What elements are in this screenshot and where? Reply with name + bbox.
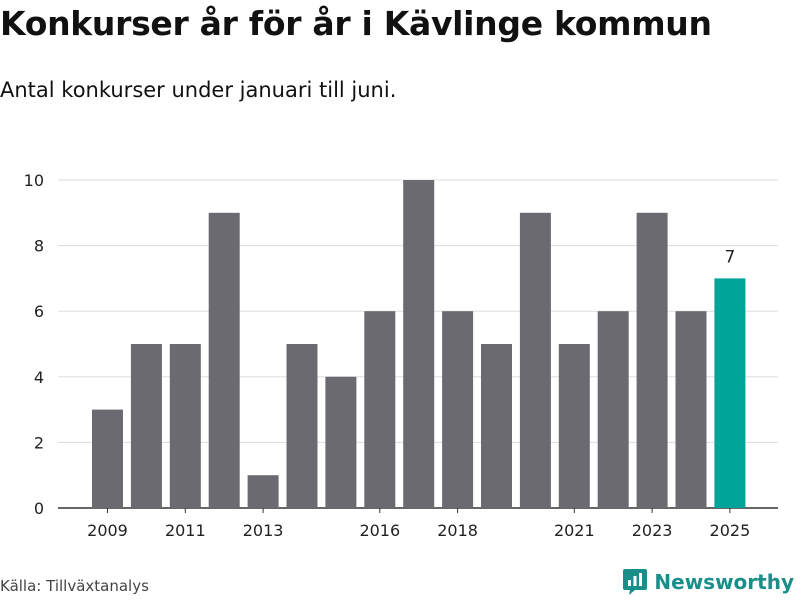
bar: [208, 212, 240, 509]
bar: [519, 212, 551, 509]
axis-labels: 0 2 4 6 8 10 2009 2011 2013 2016 2018 2021 2023 2025 7: [24, 171, 751, 540]
data-label: 7: [724, 247, 735, 267]
x-tick-label: 2025: [710, 521, 751, 540]
bar: [92, 409, 123, 508]
bar: [403, 180, 435, 508]
bar: [636, 212, 668, 509]
bar: [675, 311, 707, 508]
brand-name: Newsworthy: [654, 570, 794, 594]
bar: [558, 344, 590, 508]
y-tick-label: 10: [24, 171, 44, 190]
bar: [130, 344, 162, 508]
bar: [325, 376, 357, 508]
bar: [169, 344, 201, 508]
chart-title: Konkurser år för år i Kävlinge kommun: [0, 4, 712, 43]
y-tick-label: 8: [34, 237, 44, 256]
bar: [364, 311, 396, 508]
bar: [247, 475, 279, 508]
x-tick-label: 2018: [437, 521, 478, 540]
x-tick-label: 2011: [165, 521, 206, 540]
chart-subtitle: Antal konkurser under januari till juni.: [0, 78, 397, 102]
brand-logo: Newsworthy: [622, 568, 794, 596]
y-tick-label: 4: [34, 368, 44, 387]
bar: [481, 344, 512, 508]
x-tick-label: 2009: [87, 521, 128, 540]
bar: [597, 311, 629, 508]
bar-highlight: [714, 278, 746, 508]
y-tick-label: 0: [34, 499, 44, 518]
bar: [442, 311, 474, 508]
x-tick-label: 2021: [554, 521, 595, 540]
y-tick-label: 2: [34, 433, 44, 452]
x-tick-label: 2023: [632, 521, 673, 540]
source-note: Källa: Tillväxtanalys: [0, 577, 149, 595]
bar: [286, 344, 318, 508]
y-tick-label: 6: [34, 302, 44, 321]
x-tick-label: 2016: [359, 521, 400, 540]
x-tick-label: 2013: [243, 521, 284, 540]
newsworthy-logo-icon: [623, 569, 648, 595]
bars: [92, 180, 746, 509]
